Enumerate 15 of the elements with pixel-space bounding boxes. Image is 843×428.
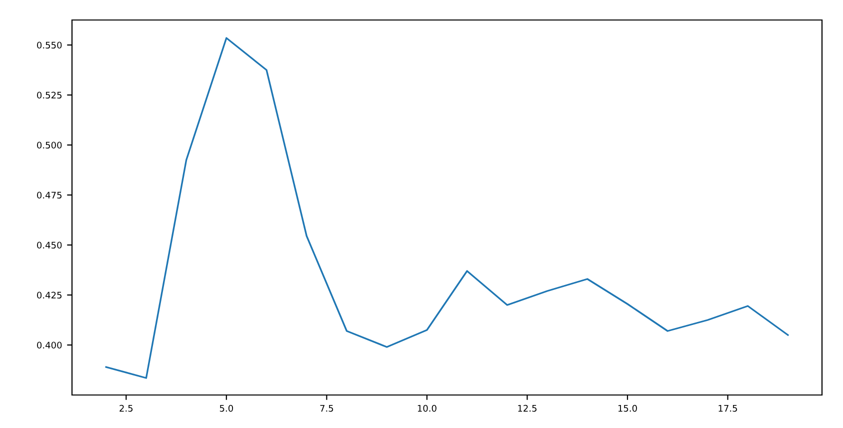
y-tick-label: 0.550 [37,42,62,49]
x-tick-label: 12.5 [518,404,536,412]
x-tick-label: 2.5 [120,404,133,412]
y-tick-label: 0.425 [37,292,62,299]
x-tick-label: 10.0 [418,404,436,412]
x-tick-label: 7.5 [320,405,334,412]
x-tick-label: 15.0 [618,404,637,412]
x-tick-label: 17.5 [718,405,738,412]
line-series [105,37,789,379]
y-tick-label: 0.450 [37,242,62,249]
x-tick-label: 5.0 [220,404,233,412]
y-tick-label: 0.500 [37,142,62,149]
y-tick-label: 0.400 [37,342,62,349]
y-tick-label: 0.475 [37,192,62,199]
y-tick-label: 0.525 [37,92,62,99]
